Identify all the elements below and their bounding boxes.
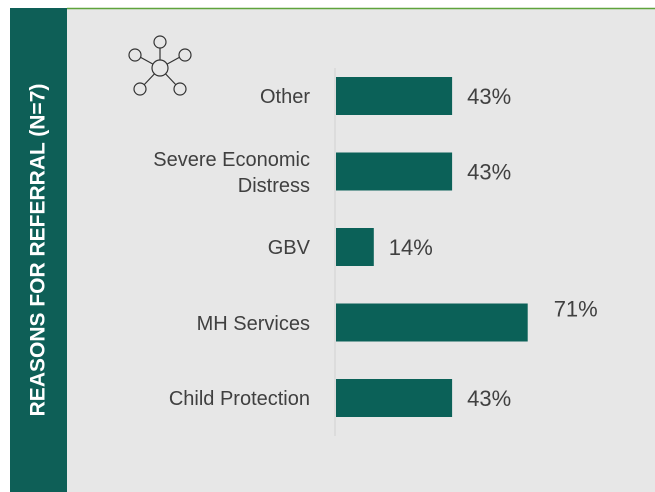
category-label: MH Services: [196, 312, 310, 335]
category-label: Severe Economic Distress: [153, 148, 310, 197]
category-label: GBV: [267, 237, 310, 259]
value-label: 43%: [467, 159, 511, 184]
value-label: 71%: [554, 296, 598, 321]
network-icon: [128, 35, 192, 96]
bar: [336, 228, 374, 266]
category-label: Child Protection: [168, 388, 310, 410]
chart-title: REASONS FOR REFERRAL (N=7): [27, 84, 50, 417]
value-label: 14%: [389, 235, 433, 260]
value-label: 43%: [467, 84, 511, 109]
category-label: Other: [259, 86, 310, 108]
bar: [336, 77, 453, 115]
bar: [336, 379, 453, 417]
bar: [336, 152, 453, 191]
value-label: 43%: [467, 386, 511, 411]
bar: [336, 303, 528, 342]
title-band: [10, 8, 67, 492]
